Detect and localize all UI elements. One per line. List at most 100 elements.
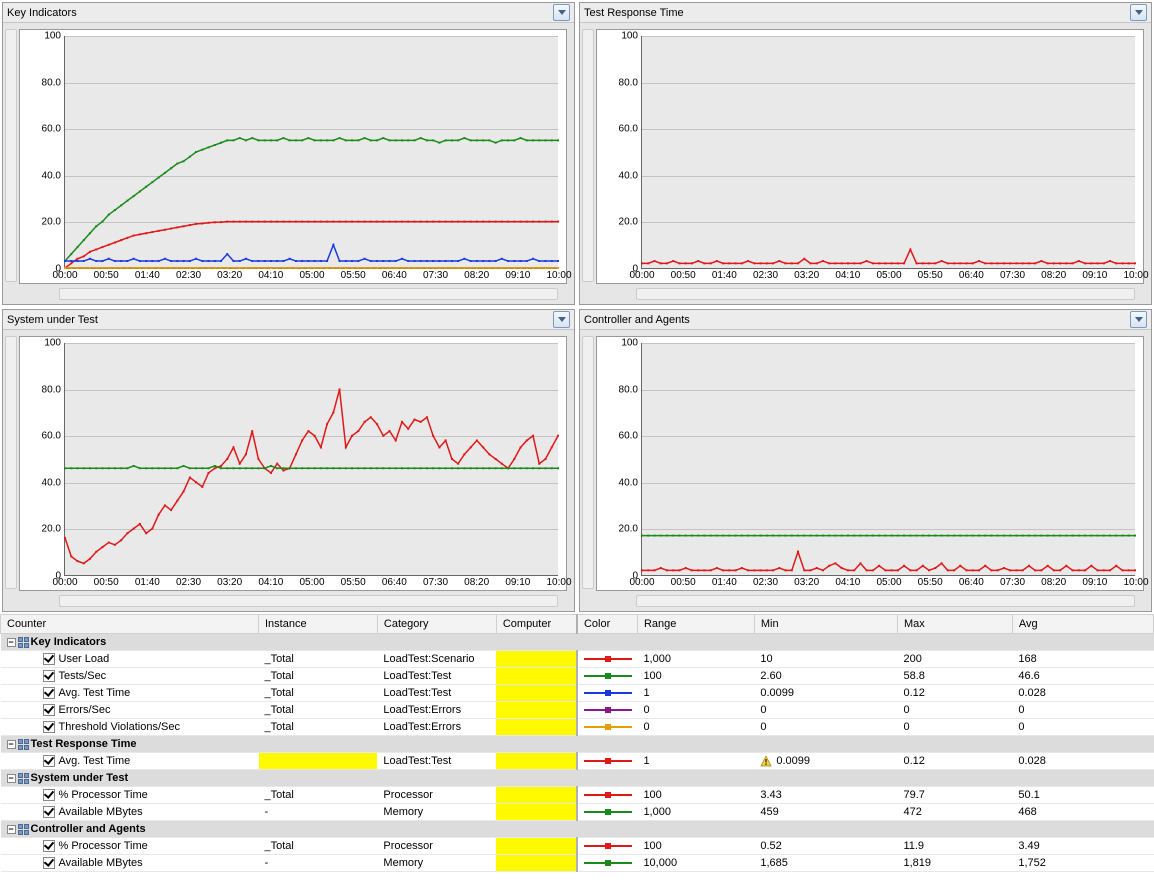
panel-dropdown-button[interactable] <box>553 4 570 21</box>
counter-checkbox[interactable] <box>43 857 55 869</box>
x-axis-label: 03:20 <box>794 268 819 281</box>
computer-cell <box>496 838 577 855</box>
counter-checkbox[interactable] <box>43 840 55 852</box>
counter-name: Available MBytes <box>59 857 143 869</box>
range-cell: 100 <box>637 838 754 855</box>
column-header[interactable]: Min <box>754 615 897 634</box>
min-cell: 459 <box>754 804 897 821</box>
avg-cell: 0.028 <box>1012 753 1153 770</box>
table-row[interactable]: Available MBytes-Memory1,000459472468 <box>1 804 1154 821</box>
collapse-toggle[interactable]: − <box>7 740 16 749</box>
x-axis-label: 04:10 <box>835 268 860 281</box>
min-cell: 0.0099 <box>754 685 897 702</box>
x-axis-label: 10:00 <box>1123 575 1148 588</box>
vertical-scroll-track[interactable] <box>582 29 594 282</box>
counter-checkbox[interactable] <box>43 653 55 665</box>
max-cell: 472 <box>897 804 1012 821</box>
computer-cell <box>496 719 577 736</box>
chart-box: 020.040.060.080.010000:0000:5001:4002:30… <box>596 29 1144 284</box>
table-row[interactable]: Tests/Sec_TotalLoadTest:Test1002.6058.84… <box>1 668 1154 685</box>
category-cell: LoadTest:Test <box>377 753 496 770</box>
panel-dropdown-button[interactable] <box>553 311 570 328</box>
table-row[interactable]: % Processor Time_TotalProcessor1003.4379… <box>1 787 1154 804</box>
color-cell <box>577 804 637 821</box>
collapse-toggle[interactable]: − <box>7 774 16 783</box>
avg-cell: 468 <box>1012 804 1153 821</box>
counter-checkbox[interactable] <box>43 670 55 682</box>
y-axis-label: 60.0 <box>42 431 65 442</box>
table-row[interactable]: Avg. Test Time_TotalLoadTest:Test10.0099… <box>1 685 1154 702</box>
column-header[interactable]: Color <box>577 615 637 634</box>
computer-cell <box>496 787 577 804</box>
x-axis-label: 03:20 <box>217 575 242 588</box>
panel-key-indicators: Key Indicators020.040.060.080.010000:000… <box>2 2 575 305</box>
table-row[interactable]: Errors/Sec_TotalLoadTest:Errors0000 <box>1 702 1154 719</box>
vertical-scroll-track[interactable] <box>5 336 17 589</box>
x-axis-label: 09:10 <box>1082 268 1107 281</box>
panel-dropdown-button[interactable] <box>1130 311 1147 328</box>
range-cell: 1 <box>637 685 754 702</box>
instance-cell: _Total <box>259 685 378 702</box>
max-cell: 0.12 <box>897 753 1012 770</box>
counter-checkbox[interactable] <box>43 789 55 801</box>
min-cell: 10 <box>754 651 897 668</box>
x-axis-label: 00:50 <box>671 268 696 281</box>
counter-checkbox[interactable] <box>43 704 55 716</box>
y-axis-label: 100 <box>621 31 642 42</box>
collapse-toggle[interactable]: − <box>7 825 16 834</box>
vertical-scroll-track[interactable] <box>5 29 17 282</box>
group-title: Test Response Time <box>31 738 137 750</box>
collapse-toggle[interactable]: − <box>7 638 16 647</box>
x-axis-label: 05:50 <box>918 575 943 588</box>
counter-table: CounterInstanceCategoryComputerColorRang… <box>0 614 1154 872</box>
avg-cell: 0 <box>1012 702 1153 719</box>
panel-header: Controller and Agents <box>580 310 1151 330</box>
color-cell <box>577 753 637 770</box>
color-cell <box>577 668 637 685</box>
column-header[interactable]: Avg <box>1012 615 1153 634</box>
column-header[interactable]: Range <box>637 615 754 634</box>
column-header[interactable]: Category <box>377 615 496 634</box>
instance-cell: _Total <box>259 651 378 668</box>
counter-name: Available MBytes <box>59 806 143 818</box>
range-cell: 1,000 <box>637 804 754 821</box>
horizontal-scroll-track[interactable] <box>636 288 1135 300</box>
color-swatch <box>584 704 632 716</box>
color-cell <box>577 855 637 872</box>
y-axis-label: 40.0 <box>42 170 65 181</box>
x-axis-label: 00:00 <box>52 268 77 281</box>
color-cell <box>577 719 637 736</box>
y-axis-label: 100 <box>44 31 65 42</box>
avg-cell: 1,752 <box>1012 855 1153 872</box>
vertical-scroll-track[interactable] <box>582 336 594 589</box>
table-row[interactable]: Threshold Violations/Sec_TotalLoadTest:E… <box>1 719 1154 736</box>
horizontal-scroll-track[interactable] <box>59 595 558 607</box>
table-row[interactable]: % Processor Time_TotalProcessor1000.5211… <box>1 838 1154 855</box>
y-axis-label: 60.0 <box>42 124 65 135</box>
counter-name: Avg. Test Time <box>59 755 131 767</box>
horizontal-scroll-track[interactable] <box>636 595 1135 607</box>
column-header[interactable]: Computer <box>496 615 577 634</box>
min-cell: 0 <box>754 702 897 719</box>
panel-dropdown-button[interactable] <box>1130 4 1147 21</box>
color-swatch <box>584 721 632 733</box>
category-cell: LoadTest:Errors <box>377 702 496 719</box>
color-swatch <box>584 789 632 801</box>
counter-checkbox[interactable] <box>43 687 55 699</box>
group-title: System under Test <box>31 772 129 784</box>
instance-cell: _Total <box>259 702 378 719</box>
table-row[interactable]: User Load_TotalLoadTest:Scenario1,000102… <box>1 651 1154 668</box>
table-row[interactable]: Avg. Test TimeLoadTest:Test10.00990.120.… <box>1 753 1154 770</box>
counter-checkbox[interactable] <box>43 721 55 733</box>
x-axis-label: 00:50 <box>94 268 119 281</box>
column-header[interactable]: Counter <box>1 615 259 634</box>
panel-test-response-time: Test Response Time020.040.060.080.010000… <box>579 2 1152 305</box>
counter-name: Avg. Test Time <box>59 687 131 699</box>
counter-checkbox[interactable] <box>43 806 55 818</box>
column-header[interactable]: Max <box>897 615 1012 634</box>
table-row[interactable]: Available MBytes-Memory10,0001,6851,8191… <box>1 855 1154 872</box>
column-header[interactable]: Instance <box>259 615 378 634</box>
counter-checkbox[interactable] <box>43 755 55 767</box>
panel-header: Key Indicators <box>3 3 574 23</box>
horizontal-scroll-track[interactable] <box>59 288 558 300</box>
